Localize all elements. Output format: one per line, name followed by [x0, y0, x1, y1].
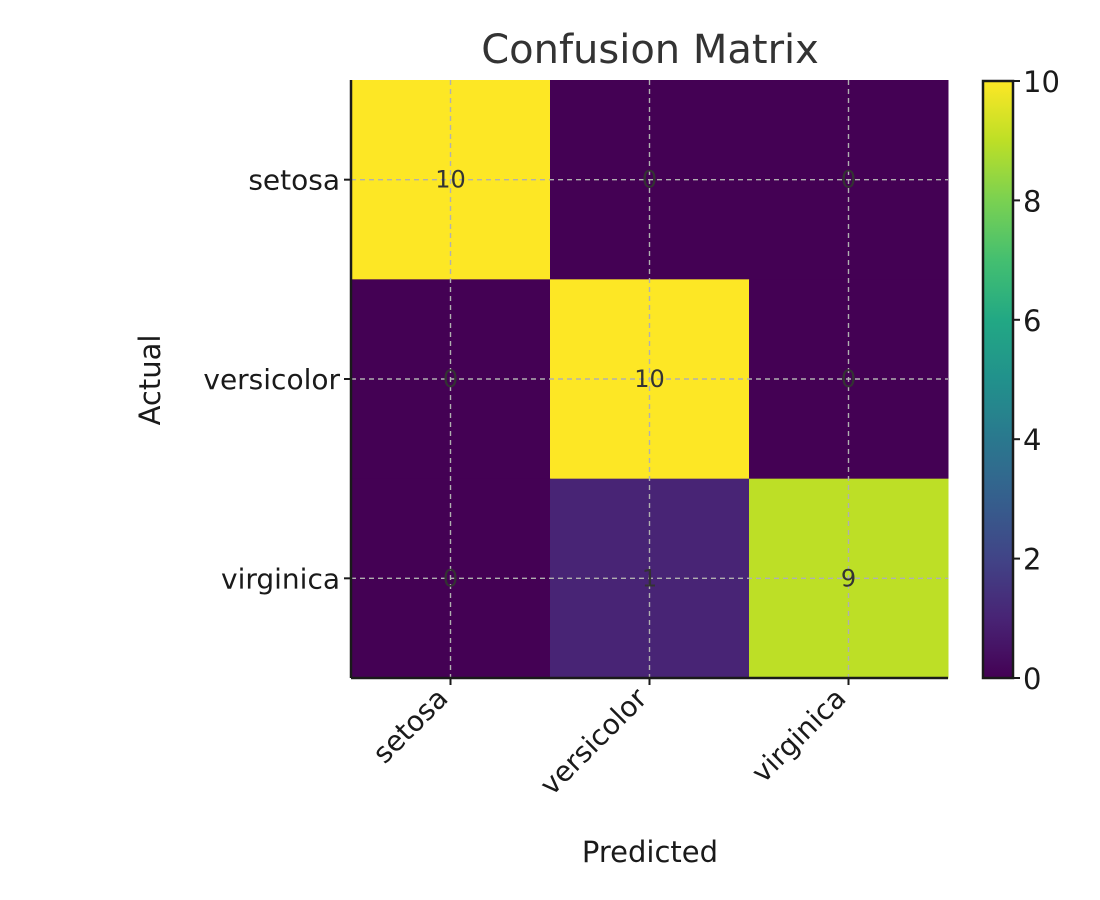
colorbar-tick-label: 8 [1023, 184, 1041, 218]
y-tick-label: virginica [221, 562, 340, 595]
x-tick-label: virginica [745, 682, 852, 789]
colorbar-tick-label: 6 [1023, 304, 1041, 338]
grid-lines [351, 80, 948, 678]
colorbar-tick-label: 2 [1023, 543, 1041, 577]
cell-value-label: 10 [634, 365, 665, 393]
x-axis-label: Predicted [582, 835, 718, 869]
cell-value-label: 9 [841, 564, 856, 592]
cell-value-label: 0 [443, 564, 458, 592]
colorbar-tick-label: 4 [1023, 423, 1041, 457]
cell-value-label: 0 [841, 365, 856, 393]
y-axis-label: Actual [133, 335, 167, 426]
chart-title: Confusion Matrix [481, 27, 819, 73]
cell-value-labels: 10 0 0 0 10 0 0 1 9 [435, 166, 856, 593]
cell-value-label: 0 [642, 166, 657, 194]
y-tick-label: setosa [248, 164, 340, 197]
cell-value-label: 10 [435, 166, 466, 194]
colorbar-tick-label: 10 [1023, 65, 1060, 99]
colorbar-tick-label: 0 [1023, 662, 1041, 696]
colorbar-gradient [981, 79, 1015, 680]
x-tick-label: versicolor [534, 681, 654, 801]
cell-value-label: 1 [642, 564, 657, 592]
cell-value-label: 0 [841, 166, 856, 194]
cell-value-label: 0 [443, 365, 458, 393]
y-tick-label: versicolor [203, 363, 340, 396]
colorbar: 0 2 4 6 8 10 [981, 65, 1060, 696]
x-tick-label: setosa [366, 682, 454, 770]
